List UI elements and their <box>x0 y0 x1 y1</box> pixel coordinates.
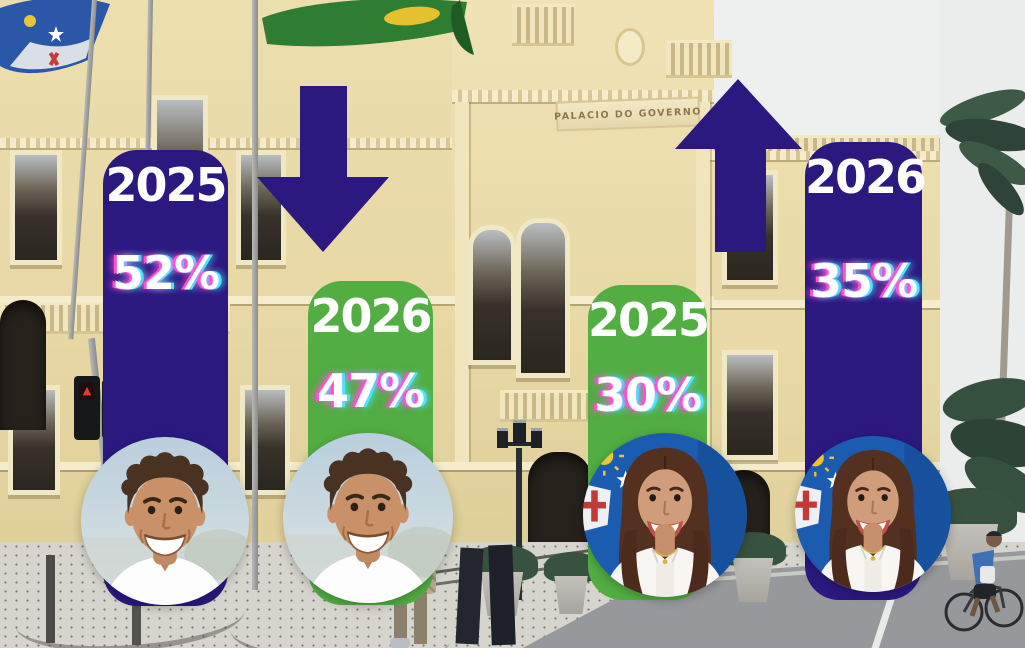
bar-value-label: 47% <box>316 364 425 418</box>
woman-portrait <box>795 436 951 592</box>
planter-vase <box>732 558 774 602</box>
window <box>236 150 286 265</box>
roof-balustrade <box>666 40 732 78</box>
brazil-flag <box>262 0 474 55</box>
man-portrait <box>283 433 453 603</box>
traffic-light-red-signal: ▲ <box>79 382 95 400</box>
up-arrow-icon <box>675 79 802 252</box>
lamppost-lantern <box>513 420 526 443</box>
window <box>516 218 570 378</box>
planter-vase <box>554 576 588 614</box>
lamppost-pole <box>516 448 522 600</box>
pilaster <box>455 102 469 462</box>
bar-year-label: 2026 <box>805 150 927 204</box>
bar-value-label: 35% <box>809 254 918 308</box>
down-arrow-icon <box>257 86 389 252</box>
man-portrait <box>81 437 249 605</box>
photo-woman-candidate <box>583 433 747 597</box>
doorway <box>0 300 46 430</box>
lamppost-crossbar <box>498 442 542 446</box>
window <box>10 150 62 265</box>
cornice <box>0 462 940 470</box>
lamppost-lantern <box>531 428 542 448</box>
window <box>468 225 516 365</box>
flagpole-base <box>46 555 55 643</box>
photo-man-candidate <box>283 433 453 603</box>
pedestrian-leg <box>488 544 516 646</box>
woman-portrait <box>583 433 747 597</box>
bar-year-label: 2025 <box>588 293 710 347</box>
roof-medallion <box>615 28 645 66</box>
cyclist <box>944 531 1024 632</box>
flagpole <box>252 0 258 590</box>
roof-balustrade <box>512 4 574 46</box>
bar-value-label: 52% <box>111 246 220 300</box>
photo-woman-candidate <box>795 436 951 592</box>
cornice <box>0 138 452 148</box>
pedestrian-shoe <box>390 638 410 648</box>
photo-man-candidate <box>81 437 249 605</box>
pedestrian-leg <box>414 592 427 644</box>
pernambuco-flag <box>0 0 110 74</box>
window <box>722 350 778 460</box>
bar-value-label: 30% <box>593 368 702 422</box>
balcony-balustrade <box>500 390 590 422</box>
pedestrian-leg <box>394 592 407 644</box>
window <box>240 385 290 495</box>
bar-year-label: 2025 <box>105 158 227 212</box>
bar-year-label: 2026 <box>310 289 432 343</box>
lamppost-lantern <box>497 428 508 448</box>
